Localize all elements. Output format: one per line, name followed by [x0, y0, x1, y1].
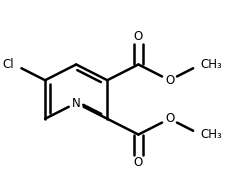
Text: O: O: [164, 74, 173, 87]
Text: O: O: [133, 30, 142, 43]
Text: N: N: [72, 96, 80, 109]
Text: CH₃: CH₃: [200, 58, 221, 71]
Text: CH₃: CH₃: [200, 128, 221, 141]
Text: Cl: Cl: [2, 58, 14, 71]
Text: O: O: [133, 156, 142, 169]
Text: O: O: [164, 112, 173, 125]
